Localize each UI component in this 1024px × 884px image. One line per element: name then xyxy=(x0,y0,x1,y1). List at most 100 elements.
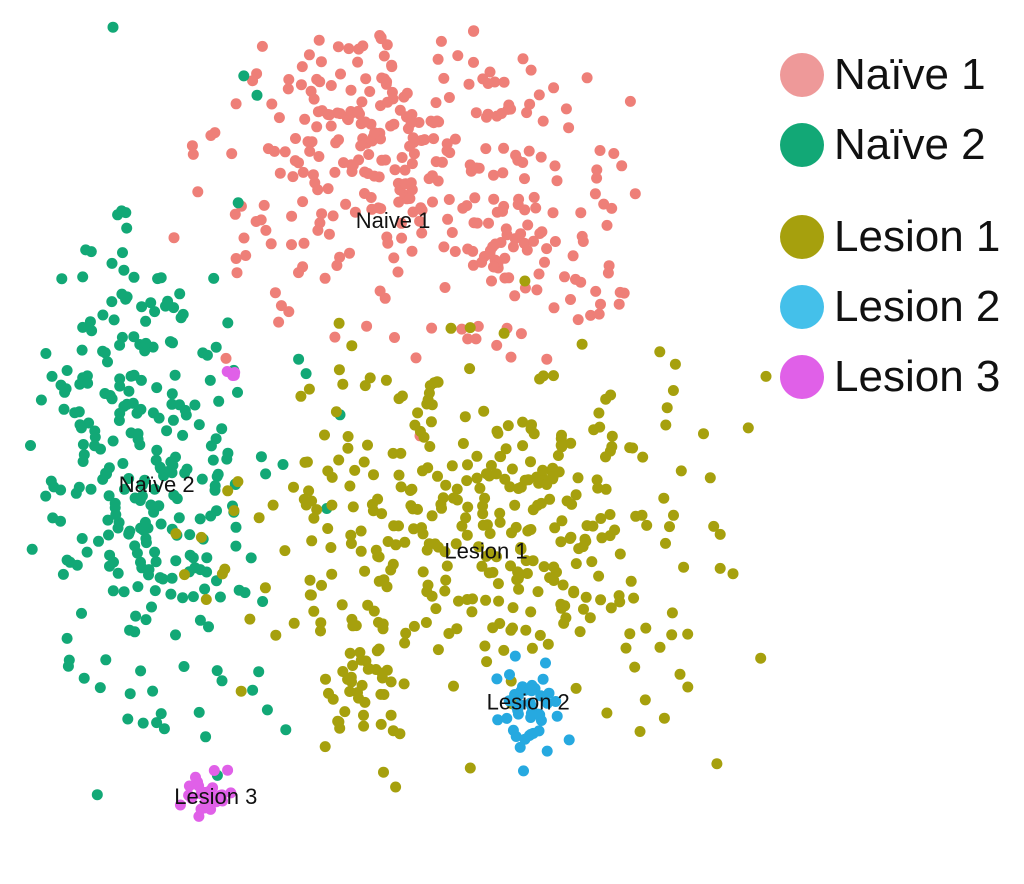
legend-item-naive-1: Naïve 1 xyxy=(780,40,1024,110)
point-naive-2 xyxy=(103,529,114,541)
point-naive-1 xyxy=(359,188,370,199)
point-naive-2 xyxy=(239,587,251,599)
point-lesion-1 xyxy=(578,603,589,615)
point-lesion-1 xyxy=(228,505,240,517)
point-lesion-1 xyxy=(614,596,626,608)
point-lesion-1 xyxy=(660,537,671,549)
point-naive-2 xyxy=(155,272,167,284)
point-naive-2 xyxy=(112,567,124,579)
point-lesion-1 xyxy=(355,545,367,557)
point-naive-1 xyxy=(381,76,393,88)
point-naive-1 xyxy=(602,267,614,279)
point-lesion-1 xyxy=(760,370,772,382)
point-naive-1 xyxy=(457,202,469,214)
point-lesion-1 xyxy=(620,642,632,654)
point-naive-2 xyxy=(164,336,176,348)
point-lesion-1 xyxy=(601,707,613,719)
point-naive-1 xyxy=(295,79,307,91)
point-naive-1 xyxy=(323,228,335,240)
point-lesion-1 xyxy=(492,578,504,590)
point-lesion-2 xyxy=(511,701,523,713)
point-naive-2 xyxy=(200,731,212,743)
point-naive-2 xyxy=(132,581,144,593)
point-naive-2 xyxy=(170,555,182,567)
point-lesion-1 xyxy=(388,520,400,532)
point-lesion-2 xyxy=(563,734,575,746)
point-naive-2 xyxy=(108,556,119,568)
point-lesion-1 xyxy=(640,622,652,634)
point-naive-1 xyxy=(405,117,417,129)
point-naive-2 xyxy=(147,685,159,697)
point-lesion-1 xyxy=(547,462,559,474)
point-naive-1 xyxy=(488,169,499,181)
point-lesion-1 xyxy=(637,451,649,463)
point-naive-2 xyxy=(151,444,163,456)
legend-label-lesion-1: Lesion 1 xyxy=(834,212,1001,261)
point-lesion-1 xyxy=(362,439,373,451)
point-naive-1 xyxy=(449,246,461,257)
point-naive-1 xyxy=(226,148,238,160)
point-lesion-1 xyxy=(337,666,349,677)
point-naive-1 xyxy=(541,353,553,365)
point-naive-1 xyxy=(311,121,323,133)
point-naive-1 xyxy=(519,204,531,216)
point-lesion-1 xyxy=(526,419,537,431)
point-lesion-1 xyxy=(474,482,486,494)
point-naive-2 xyxy=(260,468,272,480)
point-lesion-1 xyxy=(525,606,537,618)
point-naive-1 xyxy=(266,98,278,110)
point-naive-2 xyxy=(86,325,98,337)
point-naive-1 xyxy=(273,112,285,124)
point-lesion-1 xyxy=(430,603,442,615)
point-naive-1 xyxy=(307,169,319,181)
point-naive-1 xyxy=(484,66,496,78)
point-naive-2 xyxy=(140,533,152,544)
point-lesion-2 xyxy=(519,733,531,745)
point-lesion-1 xyxy=(519,275,531,287)
point-naive-1 xyxy=(282,83,294,95)
point-naive-1 xyxy=(601,219,613,231)
point-naive-1 xyxy=(380,154,391,166)
point-naive-1 xyxy=(430,97,442,109)
point-naive-2 xyxy=(205,440,217,452)
point-lesion-1 xyxy=(295,390,307,402)
point-naive-2 xyxy=(169,369,181,381)
point-naive-1 xyxy=(426,322,438,334)
point-lesion-1 xyxy=(565,437,577,449)
point-naive-1 xyxy=(537,115,549,127)
point-lesion-1 xyxy=(624,628,636,640)
point-naive-1 xyxy=(256,40,268,52)
point-naive-1 xyxy=(313,151,325,162)
point-lesion-1 xyxy=(477,508,489,520)
point-naive-1 xyxy=(327,210,339,222)
point-lesion-1 xyxy=(385,676,397,688)
point-naive-1 xyxy=(581,72,593,84)
point-naive-1 xyxy=(510,149,522,161)
point-lesion-1 xyxy=(395,447,407,459)
point-lesion-2 xyxy=(526,679,538,691)
point-naive-1 xyxy=(352,105,364,117)
point-lesion-1 xyxy=(556,429,567,441)
point-naive-1 xyxy=(395,217,407,229)
point-naive-1 xyxy=(443,92,455,103)
point-naive-2 xyxy=(175,312,187,324)
point-naive-2 xyxy=(255,451,267,463)
point-naive-2 xyxy=(216,675,228,687)
point-lesion-1 xyxy=(464,762,476,774)
cluster-label-lesion-1: Lesion 1 xyxy=(444,538,527,563)
point-lesion-1 xyxy=(698,428,709,440)
point-naive-1 xyxy=(273,316,285,328)
point-lesion-1 xyxy=(333,317,345,329)
point-naive-2 xyxy=(140,315,152,327)
point-lesion-1 xyxy=(381,581,393,593)
point-naive-1 xyxy=(419,134,431,146)
point-lesion-2 xyxy=(541,745,553,757)
point-naive-1 xyxy=(357,40,369,52)
point-naive-2 xyxy=(178,661,190,672)
point-naive-1 xyxy=(498,76,510,88)
point-lesion-1 xyxy=(359,565,371,577)
point-naive-2 xyxy=(194,513,206,525)
point-naive-1 xyxy=(534,228,546,239)
point-naive-2 xyxy=(135,403,147,415)
point-naive-2 xyxy=(35,394,47,406)
